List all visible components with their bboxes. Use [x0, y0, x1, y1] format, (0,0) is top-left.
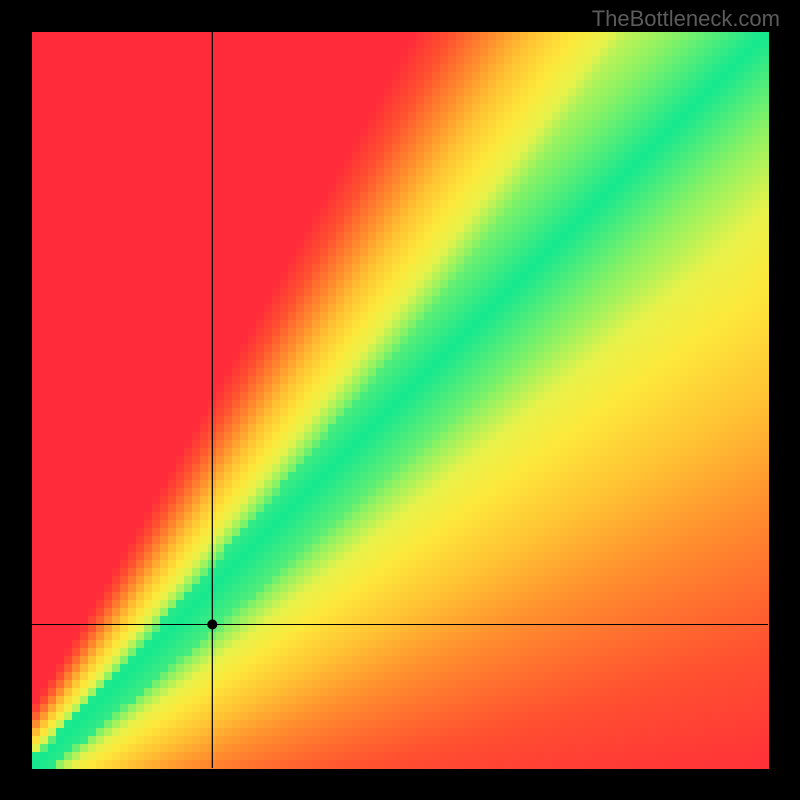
chart-container: TheBottleneck.com	[0, 0, 800, 800]
watermark-text: TheBottleneck.com	[592, 6, 780, 32]
bottleneck-heatmap	[0, 0, 800, 800]
